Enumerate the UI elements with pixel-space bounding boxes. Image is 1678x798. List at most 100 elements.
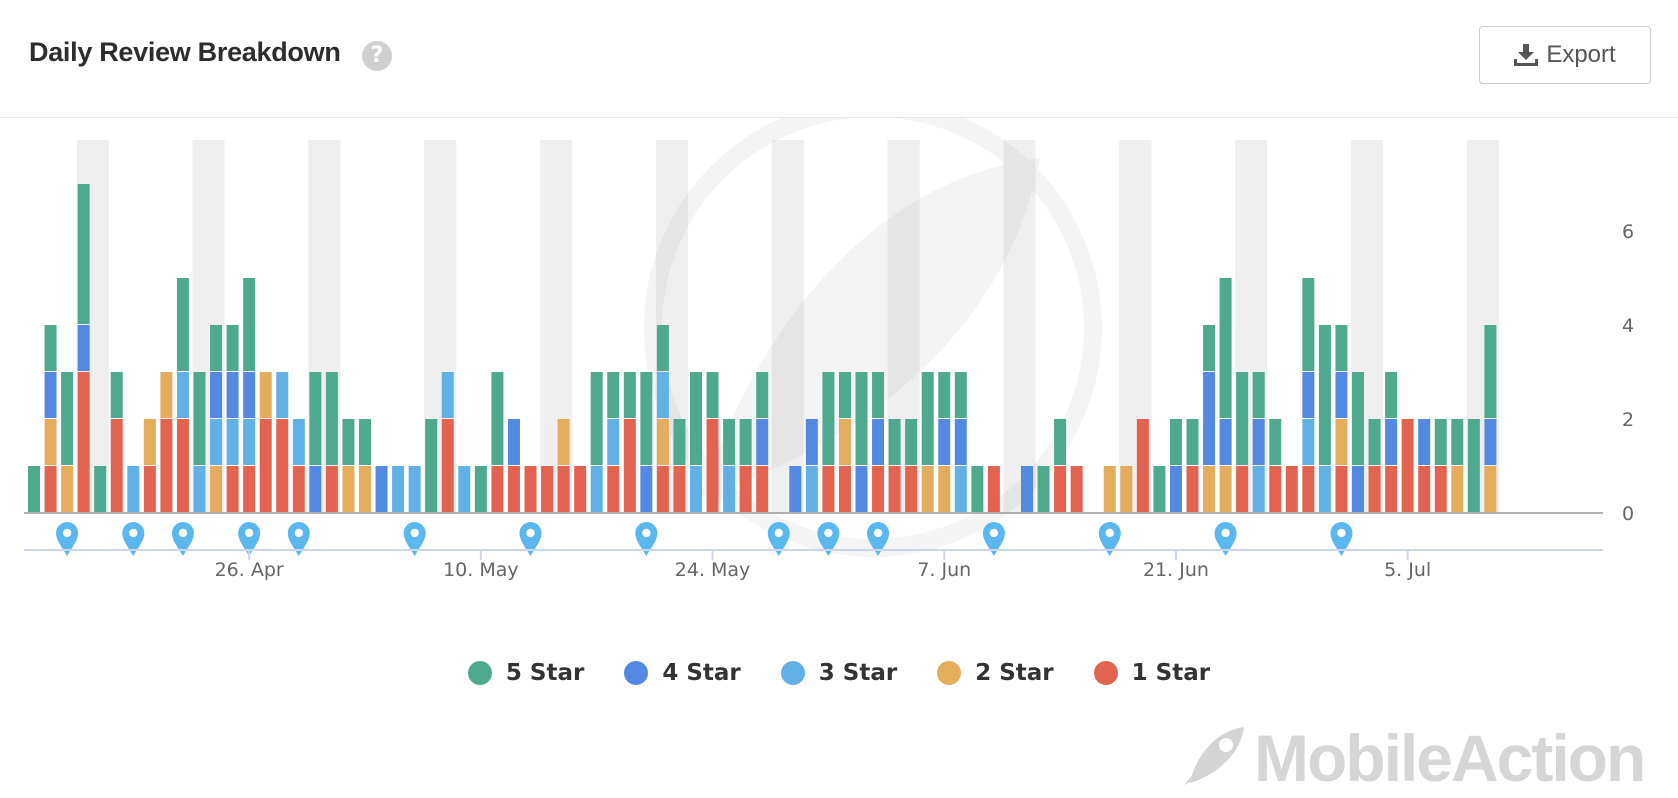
legend-item-4-star[interactable]: 4 Star bbox=[624, 660, 741, 686]
bar-1-star-day-12 bbox=[226, 466, 239, 512]
bar-1-star-day-16 bbox=[292, 466, 305, 512]
bar-3-star-day-38 bbox=[656, 372, 669, 418]
bar-1-star-day-14 bbox=[259, 419, 272, 512]
legend-dot bbox=[1093, 661, 1118, 685]
legend-item-1-star[interactable]: 1 Star bbox=[1093, 660, 1210, 686]
bar-4-star-day-12 bbox=[226, 372, 239, 418]
bar-2-star-day-2 bbox=[61, 466, 74, 512]
bar-1-star-day-36 bbox=[623, 419, 636, 512]
legend-item-2-star[interactable]: 2 Star bbox=[937, 660, 1054, 686]
bar-3-star-day-9 bbox=[176, 372, 189, 418]
bar-1-star-day-84 bbox=[1418, 466, 1431, 512]
version-marker-icon[interactable] bbox=[635, 522, 658, 556]
bar-2-star-day-49 bbox=[838, 419, 851, 465]
bar-1-star-day-58 bbox=[987, 466, 1000, 512]
bar-2-star-day-14 bbox=[259, 372, 272, 418]
version-marker-icon[interactable] bbox=[519, 522, 542, 556]
version-marker-icon[interactable] bbox=[171, 522, 194, 556]
bar-5-star-day-86 bbox=[1451, 419, 1464, 465]
bar-2-star-day-38 bbox=[656, 419, 669, 465]
version-marker-icon[interactable] bbox=[238, 522, 261, 556]
bar-1-star-day-51 bbox=[872, 466, 885, 512]
bar-4-star-day-50 bbox=[855, 466, 868, 512]
version-marker-icon[interactable] bbox=[1098, 522, 1121, 556]
bar-1-star-day-85 bbox=[1434, 466, 1447, 512]
bar-1-star-day-77 bbox=[1302, 466, 1315, 512]
bar-2-star-day-1 bbox=[44, 419, 57, 465]
bar-3-star-day-47 bbox=[805, 466, 818, 512]
version-marker-icon[interactable] bbox=[767, 522, 790, 556]
bar-1-star-day-70 bbox=[1186, 466, 1199, 512]
download-icon bbox=[1514, 44, 1539, 66]
bar-1-star-day-3 bbox=[77, 372, 90, 512]
bar-5-star-day-12 bbox=[226, 325, 239, 371]
legend-label: 5 Star bbox=[505, 660, 585, 686]
x-tick-label: 7. Jun bbox=[917, 559, 971, 581]
bar-5-star-day-78 bbox=[1318, 325, 1331, 465]
bar-1-star-day-82 bbox=[1385, 466, 1398, 512]
bar-5-star-day-54 bbox=[921, 372, 934, 465]
bar-5-star-day-24 bbox=[425, 419, 438, 512]
bar-5-star-day-17 bbox=[309, 372, 322, 465]
version-marker-icon[interactable] bbox=[1214, 522, 1237, 556]
bar-4-star-day-71 bbox=[1203, 372, 1216, 465]
bar-4-star-day-74 bbox=[1252, 419, 1265, 465]
bar-4-star-day-82 bbox=[1385, 419, 1398, 465]
bar-1-star-day-44 bbox=[756, 466, 769, 512]
y-tick-label: 2 bbox=[1622, 409, 1634, 431]
bar-4-star-day-55 bbox=[938, 419, 951, 465]
bar-3-star-day-10 bbox=[193, 466, 206, 512]
version-marker-icon[interactable] bbox=[403, 522, 426, 556]
bar-5-star-day-3 bbox=[77, 184, 90, 324]
bar-4-star-day-84 bbox=[1418, 419, 1431, 465]
version-marker-icon[interactable] bbox=[287, 522, 310, 556]
bar-5-star-day-11 bbox=[210, 325, 223, 371]
bar-1-star-day-28 bbox=[491, 466, 504, 512]
bar-5-star-day-75 bbox=[1269, 419, 1282, 465]
bar-1-star-day-79 bbox=[1335, 466, 1348, 512]
bar-3-star-day-22 bbox=[392, 466, 405, 512]
bar-4-star-day-47 bbox=[805, 419, 818, 465]
legend-dot bbox=[624, 661, 649, 685]
x-tick-label: 10. May bbox=[443, 559, 519, 581]
bar-5-star-day-79 bbox=[1335, 325, 1348, 371]
version-marker-icon[interactable] bbox=[1330, 522, 1353, 556]
bar-1-star-day-41 bbox=[706, 419, 719, 512]
chart-legend: 5 Star 4 Star 3 Star 2 Star 1 Star bbox=[0, 660, 1678, 686]
bar-1-star-day-33 bbox=[574, 466, 587, 512]
bar-1-star-day-31 bbox=[541, 466, 554, 512]
bar-1-star-day-52 bbox=[888, 466, 901, 512]
version-marker-icon[interactable] bbox=[982, 522, 1005, 556]
bar-5-star-day-5 bbox=[110, 372, 123, 418]
bar-1-star-day-81 bbox=[1368, 466, 1381, 512]
bar-1-star-day-18 bbox=[325, 466, 338, 512]
bar-3-star-day-6 bbox=[127, 466, 140, 512]
bar-2-star-day-19 bbox=[342, 466, 355, 512]
bar-5-star-day-61 bbox=[1037, 466, 1050, 512]
help-icon[interactable]: ? bbox=[362, 41, 392, 71]
legend-item-3-star[interactable]: 3 Star bbox=[780, 660, 897, 686]
version-marker-icon[interactable] bbox=[122, 522, 145, 556]
y-tick-label: 4 bbox=[1622, 315, 1634, 337]
bar-1-star-day-35 bbox=[607, 466, 620, 512]
chart-title: Daily Review Breakdown bbox=[29, 37, 341, 67]
bar-3-star-day-74 bbox=[1252, 466, 1265, 512]
bar-5-star-day-77 bbox=[1302, 278, 1315, 371]
bar-2-star-day-11 bbox=[210, 466, 223, 512]
bar-2-star-day-55 bbox=[938, 466, 951, 512]
export-button[interactable]: Export bbox=[1479, 26, 1651, 84]
bar-5-star-day-71 bbox=[1203, 325, 1216, 371]
bar-5-star-day-56 bbox=[954, 372, 967, 418]
bar-5-star-day-72 bbox=[1219, 278, 1232, 418]
bar-2-star-day-20 bbox=[359, 466, 371, 512]
bar-3-star-day-25 bbox=[441, 372, 454, 418]
bar-1-star-day-5 bbox=[110, 419, 123, 512]
brand-name: MobileAction bbox=[1254, 721, 1646, 795]
card-header: Daily Review Breakdown ? Export bbox=[0, 0, 1678, 118]
version-marker-icon[interactable] bbox=[867, 522, 890, 556]
bar-3-star-day-26 bbox=[458, 466, 471, 512]
version-marker-icon[interactable] bbox=[56, 522, 79, 556]
version-marker-icon[interactable] bbox=[817, 522, 840, 556]
bar-4-star-day-60 bbox=[1021, 466, 1033, 512]
legend-item-5-star[interactable]: 5 Star bbox=[467, 660, 585, 686]
